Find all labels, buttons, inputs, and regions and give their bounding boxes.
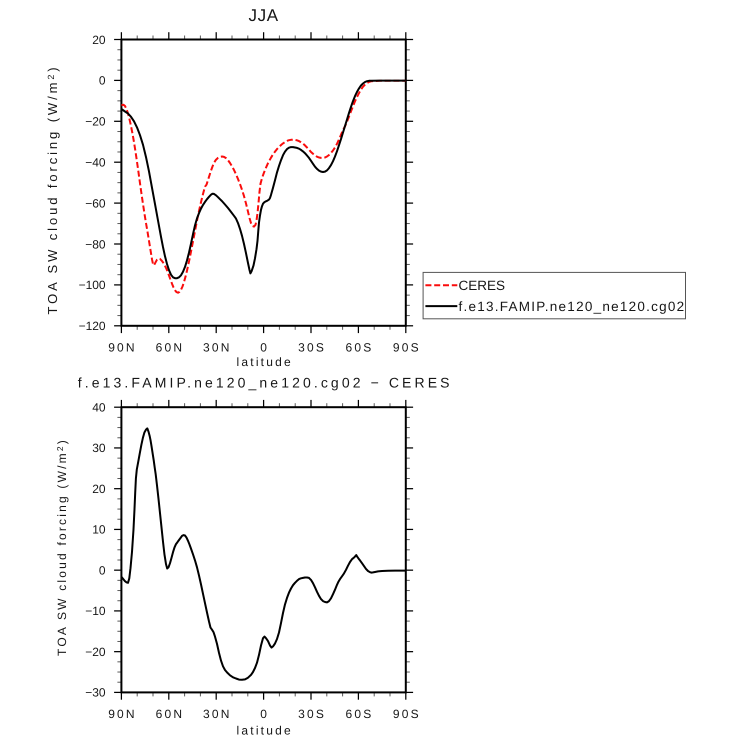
svg-text:90N: 90N: [108, 341, 137, 355]
svg-text:60N: 60N: [156, 341, 185, 355]
svg-text:10: 10: [92, 523, 106, 537]
svg-text:−20: −20: [85, 645, 106, 659]
svg-text:0: 0: [99, 564, 106, 578]
svg-text:CERES: CERES: [459, 278, 506, 293]
svg-text:latitude: latitude: [237, 723, 293, 737]
svg-text:60S: 60S: [346, 341, 374, 355]
svg-text:−60: −60: [85, 196, 106, 210]
svg-text:20: 20: [92, 482, 106, 496]
svg-text:0: 0: [99, 74, 106, 88]
svg-text:60N: 60N: [156, 707, 185, 721]
svg-text:f.e13.FAMIP.ne120_ne120.cg02 −: f.e13.FAMIP.ne120_ne120.cg02 − CERES: [78, 375, 453, 391]
svg-text:20: 20: [92, 33, 106, 47]
svg-text:latitude: latitude: [237, 355, 293, 369]
svg-text:30S: 30S: [298, 341, 326, 355]
svg-text:−10: −10: [85, 604, 106, 618]
svg-text:40: 40: [92, 401, 106, 415]
svg-text:0: 0: [260, 707, 269, 721]
svg-text:30N: 30N: [203, 341, 232, 355]
svg-text:30: 30: [92, 441, 106, 455]
svg-text:90S: 90S: [393, 341, 421, 355]
svg-text:JJA: JJA: [249, 6, 279, 25]
svg-text:30S: 30S: [298, 707, 326, 721]
svg-text:−40: −40: [85, 156, 106, 170]
svg-text:−80: −80: [85, 237, 106, 251]
svg-text:−120: −120: [79, 319, 106, 333]
svg-text:f.e13.FAMIP.ne120_ne120.cg02: f.e13.FAMIP.ne120_ne120.cg02: [459, 299, 686, 314]
svg-text:60S: 60S: [346, 707, 374, 721]
svg-text:90N: 90N: [108, 707, 137, 721]
svg-text:−20: −20: [85, 115, 106, 129]
svg-text:0: 0: [260, 341, 269, 355]
svg-text:−30: −30: [85, 686, 106, 700]
svg-text:−100: −100: [79, 278, 106, 292]
svg-text:TOA SW cloud forcing (W/m2): TOA SW cloud forcing (W/m2): [45, 65, 60, 315]
svg-text:30N: 30N: [203, 707, 232, 721]
svg-text:TOA SW cloud forcing (W/m2): TOA SW cloud forcing (W/m2): [55, 438, 69, 656]
svg-text:90S: 90S: [393, 707, 421, 721]
